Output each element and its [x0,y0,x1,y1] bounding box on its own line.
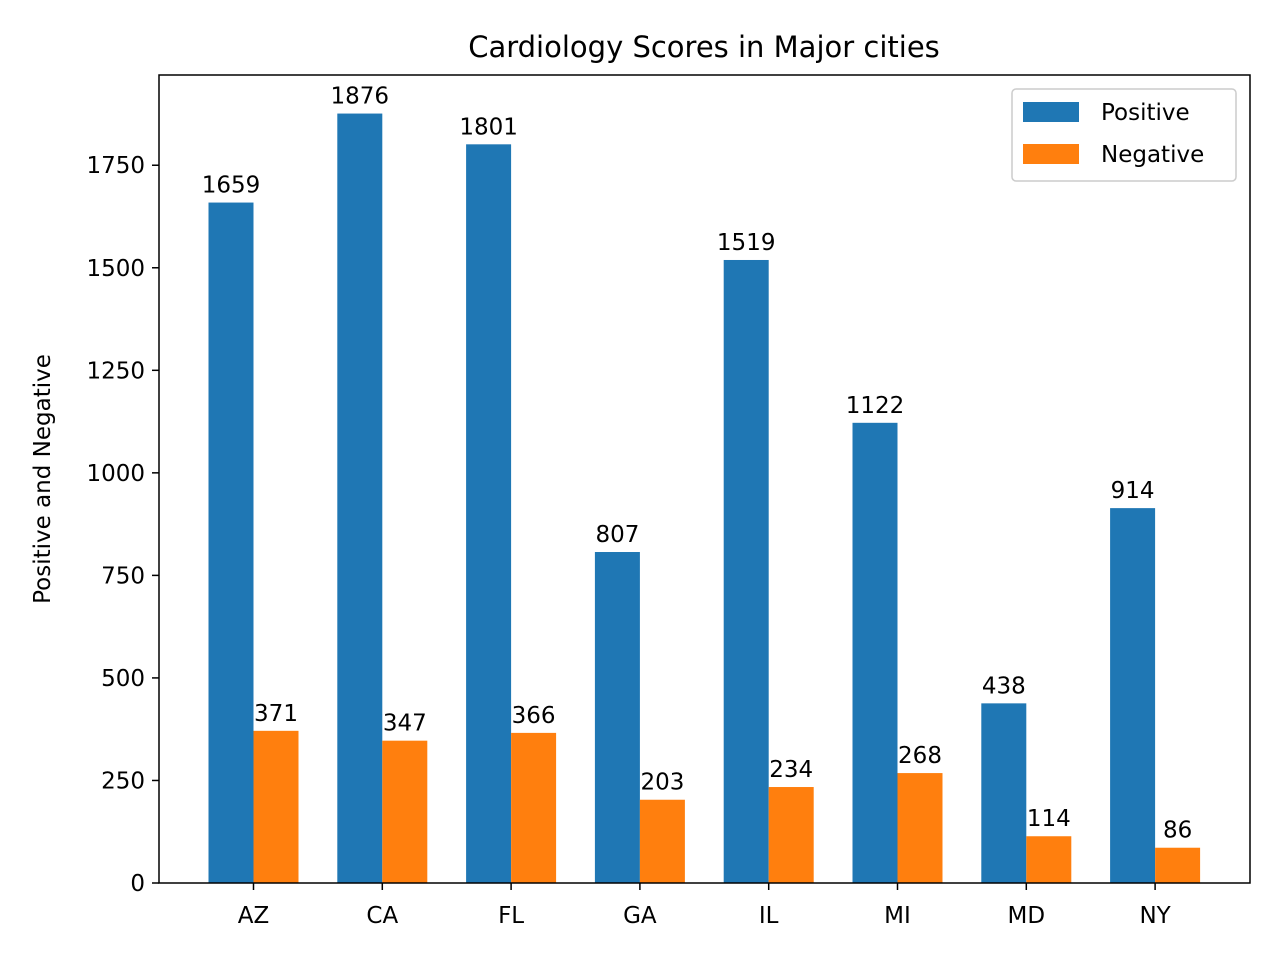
x-tick-label-il: IL [759,903,779,929]
legend: Positive Negative [1011,88,1237,182]
x-tick-label-mi: MI [884,903,911,929]
plot-area-frame [158,74,1251,884]
legend-label-negative: Negative [1101,142,1204,168]
data-label-positive-ny: 914 [1111,478,1155,504]
y-tick-label: 500 [101,666,145,692]
y-tick-label: 1250 [86,358,145,384]
x-tick-label-ga: GA [623,903,657,929]
bar-negative-fl [511,732,557,883]
x-tick-label-ca: CA [366,903,398,929]
bar-positive-mi [852,422,898,883]
data-label-positive-az: 1659 [202,173,261,199]
data-label-positive-il: 1519 [717,230,776,256]
bar-negative-il [768,787,814,883]
bar-negative-mi [897,773,943,883]
legend-swatch-positive [1023,102,1079,122]
data-label-negative-il: 234 [769,757,813,783]
data-label-negative-mi: 268 [898,743,942,769]
data-label-negative-az: 371 [254,701,298,727]
data-label-positive-ca: 1876 [331,84,390,110]
y-tick-label: 1500 [86,256,145,282]
y-axis-label: Positive and Negative [30,354,56,604]
data-label-positive-ga: 807 [595,522,639,548]
data-label-negative-md: 114 [1027,806,1071,832]
bar-negative-az [253,730,299,883]
x-axis: AZ CA FL GA IL MI MD NY [238,883,1172,929]
bar-positive-ga [594,552,640,883]
data-label-positive-md: 438 [982,673,1026,699]
bar-positive-il [723,259,769,884]
chart-title: Cardiology Scores in Major cities [468,30,940,64]
data-labels-layer: 1659 1876 1801 807 1519 1122 438 914 371 347 366 20… [202,84,1193,844]
bar-positive-ca [337,113,383,883]
x-tick-label-md: MD [1008,903,1046,929]
legend-swatch-negative [1023,144,1079,164]
x-tick-label-ny: NY [1139,903,1171,929]
y-tick-label: 750 [101,563,145,589]
bar-positive-md [981,703,1027,883]
bar-negative-ca [382,740,428,883]
y-tick-label: 250 [101,768,145,794]
legend-label-positive: Positive [1101,100,1190,126]
data-label-negative-fl: 366 [512,703,556,729]
data-label-positive-fl: 1801 [459,114,518,140]
bar-positive-ny [1110,508,1156,883]
y-tick-label: 0 [130,871,145,897]
bar-negative-ga [639,799,685,883]
bar-negative-md [1026,836,1072,883]
x-tick-label-fl: FL [498,903,524,929]
x-tick-label-az: AZ [238,903,270,929]
data-label-negative-ca: 347 [383,711,427,737]
data-label-negative-ga: 203 [640,770,684,796]
y-tick-label: 1000 [86,461,145,487]
bar-positive-fl [466,144,512,883]
data-label-negative-ny: 86 [1163,818,1192,844]
bars-layer [208,113,1201,884]
y-tick-label: 1750 [86,153,145,179]
data-label-positive-mi: 1122 [846,393,905,419]
bar-negative-ny [1155,847,1201,883]
y-axis: 0 250 500 750 1000 1250 1500 1750 [86,153,159,897]
bar-positive-az [208,202,254,883]
